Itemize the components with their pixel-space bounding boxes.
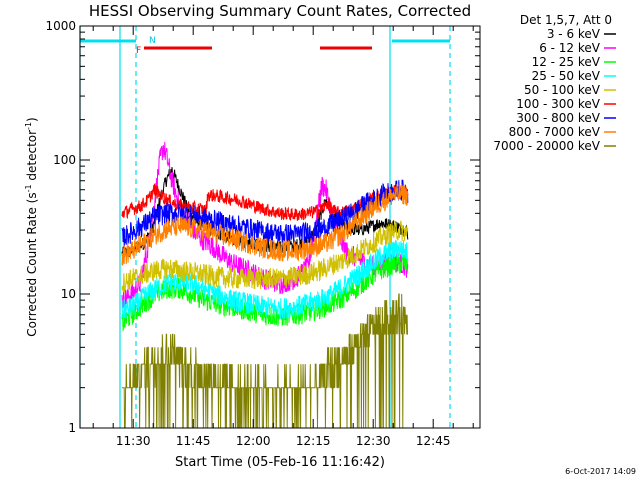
legend-entry-label: 7000 - 20000 keV (493, 139, 600, 153)
y-tick-label: 1000 (45, 19, 76, 33)
legend-entry-label: 300 - 800 keV (516, 111, 600, 125)
legend-entry-label: 800 - 7000 keV (509, 125, 601, 139)
x-tick-label: 11:45 (176, 434, 211, 448)
bars-layer (80, 39, 450, 50)
y-tick-label: 10 (61, 287, 76, 301)
legend-entry-label: 6 - 12 keV (539, 41, 601, 55)
night-annotation: N (149, 36, 156, 46)
x-tick-label: 12:45 (416, 434, 451, 448)
legend-title: Det 1,5,7, Att 0 (520, 13, 612, 27)
series-line-4 (121, 220, 409, 293)
x-tick-label: 12:00 (236, 434, 271, 448)
series-line-8 (122, 293, 408, 429)
series-layer (121, 141, 409, 429)
legend-entry-label: 12 - 25 keV (532, 55, 601, 69)
legend-entry-label: 25 - 50 keV (532, 69, 601, 83)
axes: 11:30 11:45 12:00 12:15 12:30 12:45 1 10 100 1000 (45, 19, 480, 448)
flare-annotation: F (136, 46, 141, 56)
legend-entry-label: 100 - 300 keV (516, 97, 600, 111)
y-tick-label: 100 (53, 153, 76, 167)
plot-frame (79, 25, 481, 429)
timestamp-footer: 6-Oct-2017 14:09 (565, 467, 636, 476)
series-line-5 (121, 183, 409, 222)
legend-entry-label: 3 - 6 keV (547, 27, 601, 41)
x-tick-label: 12:15 (296, 434, 331, 448)
y-axis-label: Corrected Count Rate (s-1 detector-1) (24, 117, 39, 336)
series-line-3 (121, 239, 409, 320)
x-axis-label: Start Time (05-Feb-16 11:16:42) (175, 455, 385, 470)
x-tick-label: 11:30 (116, 434, 151, 448)
series-line-7 (121, 183, 408, 266)
y-tick-label: 1 (68, 421, 76, 435)
chart-title: HESSI Observing Summary Count Rates, Cor… (89, 2, 471, 20)
legend-entry-label: 50 - 100 keV (524, 83, 601, 97)
x-tick-label: 12:30 (356, 434, 391, 448)
series-line-6 (121, 179, 409, 248)
